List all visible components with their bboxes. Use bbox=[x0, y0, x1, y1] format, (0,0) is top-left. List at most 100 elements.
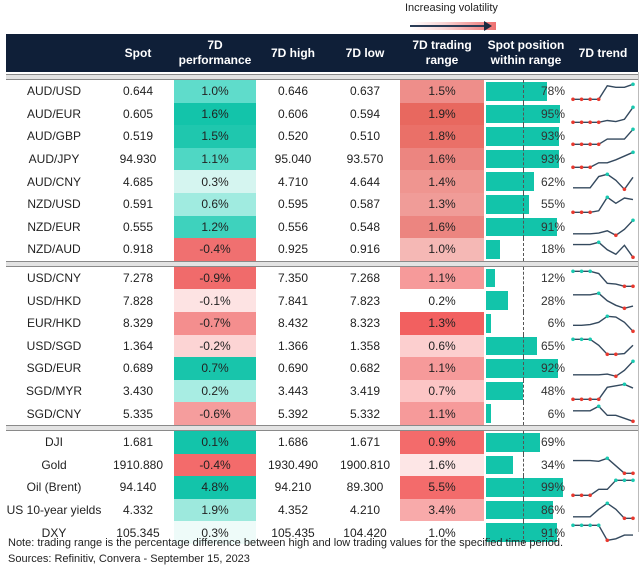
sparkline bbox=[573, 172, 634, 192]
performance-cell: 1.1% bbox=[174, 147, 256, 171]
position-percent: 78% bbox=[540, 84, 565, 99]
performance-cell: 1.9% bbox=[174, 498, 256, 522]
position-percent: 6% bbox=[547, 316, 565, 331]
range-cell: 1.8% bbox=[400, 125, 484, 148]
high-value: 1.686 bbox=[277, 435, 309, 450]
table-row: AUD/GBP 0.519 1.5% 0.520 0.510 1.8% 93% bbox=[6, 125, 638, 148]
instrument-name: SGD/MYR bbox=[25, 384, 82, 399]
position-cell: 93% bbox=[484, 147, 568, 171]
sparkline-min-marker bbox=[588, 165, 592, 169]
sparkline-line bbox=[573, 315, 634, 332]
sparkline-min-marker bbox=[631, 471, 635, 475]
midpoint-line bbox=[523, 193, 524, 216]
position-bar bbox=[486, 268, 496, 288]
position-cell: 28% bbox=[484, 289, 568, 312]
range-cell: 1.6% bbox=[400, 147, 484, 171]
low-value: 0.587 bbox=[349, 197, 381, 212]
midpoint-line bbox=[523, 357, 524, 380]
high-value: 7.841 bbox=[277, 293, 309, 308]
position-cell: 34% bbox=[484, 453, 568, 477]
trend-cell bbox=[568, 476, 638, 499]
trend-cell bbox=[568, 521, 638, 544]
sparkline-max-marker bbox=[588, 337, 592, 341]
instrument-name: DXY bbox=[41, 525, 67, 540]
range-cell: 1.0% bbox=[400, 238, 484, 261]
performance-cell: 0.1% bbox=[174, 431, 256, 454]
instrument-name: EUR/HKD bbox=[26, 316, 81, 331]
group-separator bbox=[6, 425, 638, 431]
sparkline bbox=[573, 291, 634, 311]
range-cell: 0.9% bbox=[400, 431, 484, 454]
sparkline bbox=[571, 82, 635, 102]
table-row: DJI 1.681 0.1% 1.686 1.671 0.9% 69% bbox=[6, 431, 638, 454]
instrument-name: Oil (Brent) bbox=[26, 480, 82, 495]
trend-cell bbox=[568, 238, 638, 261]
sparkline-max-marker bbox=[631, 127, 635, 132]
sparkline-line bbox=[573, 241, 634, 258]
low-value: 0.916 bbox=[349, 242, 381, 257]
performance-cell: -0.4% bbox=[174, 238, 256, 261]
sparkline-min-marker bbox=[579, 493, 584, 498]
table-row: SGD/MYR 3.430 0.2% 3.443 3.419 0.7% 48% bbox=[6, 379, 638, 403]
performance-cell: -0.2% bbox=[174, 334, 256, 358]
sparkline-min-marker bbox=[631, 284, 635, 288]
sparkline-min-marker bbox=[579, 210, 584, 215]
sparkline bbox=[571, 150, 635, 169]
low-value: 0.548 bbox=[349, 219, 381, 234]
sparkline-min-marker bbox=[622, 284, 627, 288]
high-value: 0.646 bbox=[277, 84, 309, 99]
sparkline-max-marker bbox=[588, 523, 592, 528]
col-header-range: 7D trading range bbox=[412, 38, 472, 67]
low-value: 0.510 bbox=[349, 129, 381, 144]
low-value: 0.637 bbox=[349, 84, 381, 99]
sparkline bbox=[571, 127, 635, 147]
sparkline-line bbox=[573, 173, 634, 191]
position-percent: 93% bbox=[540, 129, 565, 144]
midpoint-line bbox=[523, 498, 524, 522]
high-value: 4.710 bbox=[277, 174, 309, 189]
low-value: 104.420 bbox=[343, 525, 387, 540]
sparkline-line bbox=[573, 270, 633, 287]
sparkline-line bbox=[573, 457, 633, 474]
spot-value: 0.591 bbox=[122, 197, 154, 212]
midpoint-line bbox=[523, 312, 524, 335]
sparkline bbox=[571, 478, 635, 498]
footnote: Note: trading range is the percentage di… bbox=[8, 535, 563, 567]
trend-cell bbox=[568, 454, 638, 477]
position-bar bbox=[486, 433, 540, 452]
sparkline-min-marker bbox=[588, 493, 592, 498]
sparkline-min-marker bbox=[571, 165, 575, 169]
low-value: 7.268 bbox=[349, 271, 381, 286]
sparkline-min-marker bbox=[622, 471, 627, 475]
high-value: 0.595 bbox=[277, 197, 309, 212]
performance-cell: 4.8% bbox=[174, 476, 256, 499]
sparkline-line bbox=[573, 338, 634, 355]
trend-cell bbox=[568, 499, 638, 522]
col-header-trend: 7D trend bbox=[578, 45, 628, 60]
midpoint-line bbox=[523, 125, 524, 148]
position-bar bbox=[486, 172, 535, 191]
position-bar bbox=[486, 217, 557, 237]
instrument-name: AUD/USD bbox=[26, 84, 81, 99]
high-value: 0.520 bbox=[277, 129, 309, 144]
range-cell: 0.6% bbox=[400, 334, 484, 358]
instrument-name: SGD/EUR bbox=[26, 361, 82, 376]
midpoint-line bbox=[523, 289, 524, 312]
position-bar bbox=[486, 195, 529, 214]
sparkline-max-marker bbox=[622, 478, 627, 483]
position-percent: 93% bbox=[540, 152, 565, 167]
table-row: NZD/USD 0.591 0.6% 0.595 0.587 1.3% 55% bbox=[6, 193, 638, 216]
midpoint-line bbox=[523, 147, 524, 171]
spot-value: 3.430 bbox=[122, 384, 154, 399]
instrument-name: US 10-year yields bbox=[6, 503, 102, 518]
sparkline-max-marker bbox=[579, 337, 584, 341]
sparkline-line bbox=[573, 479, 633, 497]
sparkline-min-marker bbox=[631, 329, 635, 334]
table-header: Spot 7D performance 7D high 7D low 7D tr… bbox=[6, 34, 638, 72]
table-row: USD/CNY 7.278 -0.9% 7.350 7.268 1.1% 12% bbox=[6, 266, 638, 290]
sparkline-line bbox=[573, 196, 634, 213]
spot-value: 94.930 bbox=[119, 152, 157, 167]
position-percent: 99% bbox=[540, 480, 565, 495]
sparkline-max-marker bbox=[631, 478, 635, 483]
performance-cell: 1.6% bbox=[174, 102, 256, 126]
